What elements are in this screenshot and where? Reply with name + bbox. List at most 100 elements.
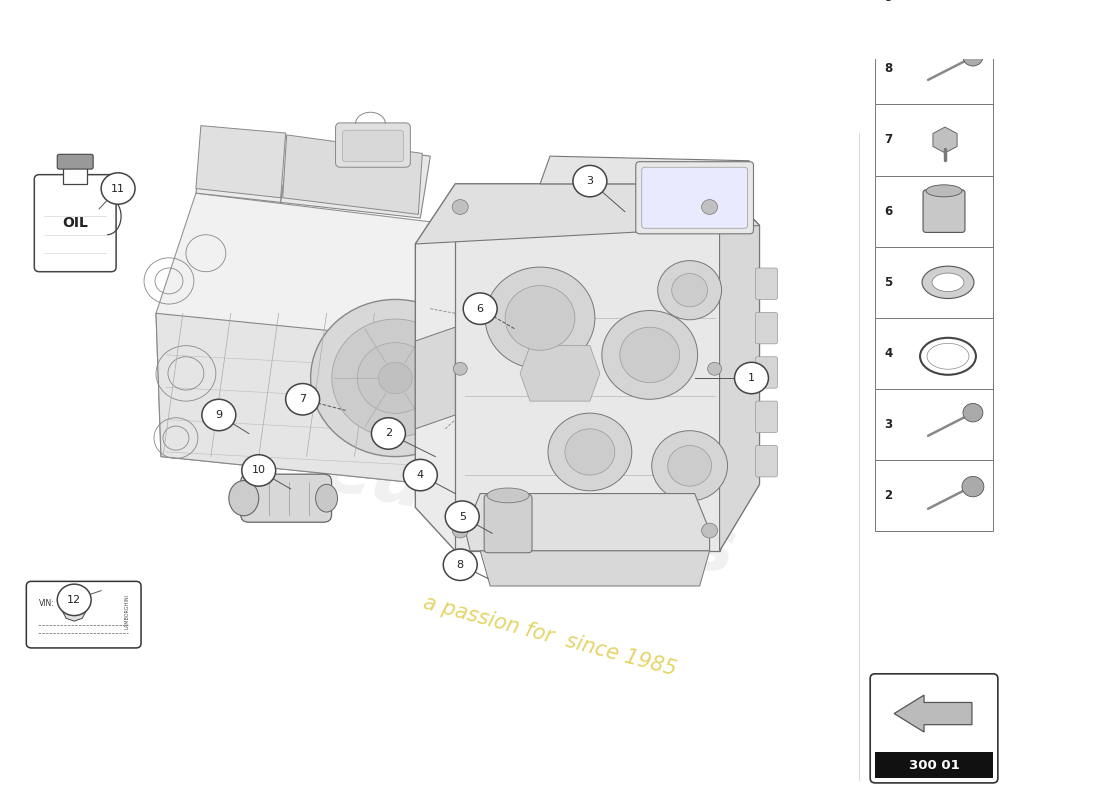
Text: 1: 1 — [748, 373, 755, 383]
Bar — [876, 246, 993, 318]
Circle shape — [962, 477, 983, 497]
Text: 5: 5 — [884, 276, 892, 289]
Polygon shape — [416, 327, 455, 429]
Circle shape — [202, 399, 235, 430]
FancyBboxPatch shape — [756, 357, 778, 388]
Text: 7: 7 — [299, 394, 306, 404]
Text: LAMBORGHINI: LAMBORGHINI — [124, 594, 129, 629]
Text: 5: 5 — [459, 512, 465, 522]
FancyBboxPatch shape — [241, 474, 331, 522]
Text: 6: 6 — [884, 205, 892, 218]
Circle shape — [548, 413, 631, 490]
Circle shape — [672, 274, 707, 307]
Text: VIN:: VIN: — [40, 599, 55, 608]
Text: a passion for  since 1985: a passion for since 1985 — [421, 593, 679, 679]
Polygon shape — [455, 184, 719, 551]
Circle shape — [962, 403, 983, 422]
Polygon shape — [156, 314, 481, 484]
Circle shape — [602, 310, 697, 399]
Circle shape — [332, 319, 459, 437]
Circle shape — [378, 362, 412, 394]
Circle shape — [372, 418, 406, 449]
Ellipse shape — [316, 484, 338, 512]
FancyBboxPatch shape — [923, 190, 965, 233]
Circle shape — [651, 430, 727, 501]
Polygon shape — [465, 494, 710, 551]
Ellipse shape — [926, 185, 962, 197]
Text: 3: 3 — [586, 176, 593, 186]
FancyBboxPatch shape — [484, 494, 532, 553]
Polygon shape — [196, 126, 286, 198]
FancyBboxPatch shape — [57, 154, 94, 169]
Bar — [876, 175, 993, 246]
Ellipse shape — [229, 481, 258, 516]
Polygon shape — [520, 346, 600, 401]
Polygon shape — [280, 138, 430, 218]
Circle shape — [707, 362, 722, 375]
Text: 9: 9 — [884, 0, 892, 4]
Circle shape — [57, 584, 91, 615]
Bar — [876, 318, 993, 389]
Circle shape — [702, 200, 717, 214]
Circle shape — [702, 523, 717, 538]
Polygon shape — [416, 184, 759, 244]
Text: 8: 8 — [884, 62, 892, 75]
Circle shape — [286, 383, 320, 415]
FancyBboxPatch shape — [34, 174, 117, 272]
Circle shape — [668, 446, 712, 486]
Circle shape — [619, 327, 680, 382]
Circle shape — [443, 549, 477, 581]
Polygon shape — [156, 193, 481, 484]
Bar — [876, 389, 993, 460]
Polygon shape — [283, 135, 422, 214]
Circle shape — [463, 293, 497, 324]
Text: 8: 8 — [456, 560, 464, 570]
Bar — [876, 752, 993, 778]
Text: 11: 11 — [111, 183, 125, 194]
Circle shape — [358, 342, 433, 414]
Circle shape — [310, 299, 481, 457]
Circle shape — [446, 501, 480, 532]
Circle shape — [573, 166, 607, 197]
Circle shape — [453, 362, 468, 375]
FancyBboxPatch shape — [756, 401, 778, 433]
FancyBboxPatch shape — [870, 674, 998, 783]
Text: 2: 2 — [385, 429, 392, 438]
Text: 2: 2 — [884, 490, 892, 502]
FancyBboxPatch shape — [641, 167, 748, 228]
Bar — [876, 34, 993, 104]
Text: 300 01: 300 01 — [909, 759, 959, 772]
Text: OIL: OIL — [63, 216, 88, 230]
Circle shape — [101, 173, 135, 204]
Bar — [876, 460, 993, 531]
Bar — [876, 104, 993, 175]
Text: 4: 4 — [884, 347, 892, 360]
Polygon shape — [481, 551, 710, 586]
Circle shape — [658, 261, 722, 320]
Bar — [876, 0, 993, 34]
Ellipse shape — [932, 273, 964, 291]
FancyBboxPatch shape — [756, 446, 778, 477]
Text: 3: 3 — [884, 418, 892, 431]
Text: 6: 6 — [476, 304, 484, 314]
Polygon shape — [416, 184, 759, 551]
Circle shape — [565, 429, 615, 475]
FancyBboxPatch shape — [336, 123, 410, 167]
Circle shape — [485, 267, 595, 369]
Text: 12: 12 — [67, 595, 81, 605]
Text: 10: 10 — [252, 466, 266, 475]
Polygon shape — [719, 184, 759, 551]
Polygon shape — [62, 593, 87, 621]
Ellipse shape — [487, 488, 529, 503]
Polygon shape — [540, 156, 749, 184]
Ellipse shape — [922, 266, 974, 298]
Circle shape — [962, 47, 983, 66]
Bar — [63, 163, 87, 184]
Polygon shape — [430, 226, 481, 484]
FancyBboxPatch shape — [342, 130, 404, 162]
Circle shape — [242, 454, 276, 486]
FancyBboxPatch shape — [756, 268, 778, 299]
Text: 4: 4 — [417, 470, 424, 480]
FancyBboxPatch shape — [26, 582, 141, 648]
Text: europarts: europarts — [314, 430, 742, 590]
